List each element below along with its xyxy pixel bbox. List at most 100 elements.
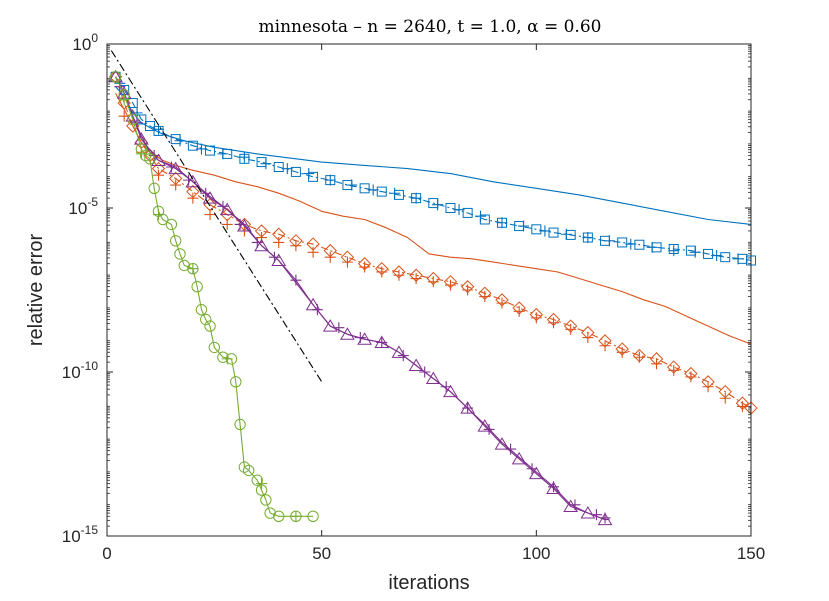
plus-marker [393,269,405,281]
plus-marker [427,276,439,288]
square-marker [187,140,198,151]
triangle-marker [477,419,493,432]
circle-marker [195,303,208,316]
diamond-marker [108,70,123,84]
plus-marker [389,187,401,199]
triangle-marker [168,161,184,175]
circle-marker [230,376,242,388]
y-tick-label: 100 [72,31,98,54]
x-tick-label: 150 [737,544,765,563]
square-marker [205,145,216,156]
plus-marker [268,251,280,263]
x-axis-label: iterations [388,572,469,594]
triangle-marker [494,437,510,450]
plus-marker [517,220,529,232]
plus-marker [307,246,319,258]
series-green-plus [118,94,302,522]
plus-marker [311,304,323,316]
plus-marker [526,463,538,475]
plus-marker [711,250,723,262]
plus-marker [616,346,628,358]
plus-marker [462,402,474,414]
triangle-marker [511,451,527,465]
x-tick-label: 0 [102,544,111,563]
series-green-solid-circle [109,71,319,523]
series-orange-plus [118,110,748,412]
x-tick-label: 50 [312,544,331,563]
plus-marker [668,364,680,376]
plus-marker [290,274,302,286]
triangle-marker [443,384,458,398]
plus-marker [513,305,525,317]
triangle-marker [425,371,441,385]
plus-marker [135,148,147,160]
plus-marker [462,284,474,296]
plus-marker [256,478,268,490]
plus-marker [453,204,465,216]
circle-marker [139,149,152,162]
plus-marker [260,158,272,170]
plus-marker [483,423,495,435]
triangle-marker [546,481,561,494]
square-marker [290,166,301,177]
plus-marker [702,381,714,393]
triangle-marker [580,506,596,519]
square-marker [273,162,284,172]
plus-marker [410,273,422,285]
plus-marker [195,143,207,155]
plus-marker [582,332,594,344]
series-line [115,76,752,262]
series-orange-solid [115,92,752,345]
plus-marker [496,297,508,309]
plus-marker [668,245,680,257]
plus-marker [187,263,199,275]
plus-marker [165,161,177,173]
plus-marker [599,340,611,352]
triangle-marker [237,219,252,232]
plus-marker [153,169,165,181]
square-marker [462,207,473,218]
circle-marker [174,248,186,260]
plus-marker [590,509,602,521]
plus-marker [153,123,165,135]
plus-marker [432,199,444,211]
triangle-marker [322,319,338,332]
circle-marker [191,281,203,293]
plus-marker [359,261,371,273]
triangle-marker [357,332,372,345]
circle-marker [204,320,216,332]
plus-marker [689,246,701,258]
circle-marker [273,510,285,523]
circle-marker [238,461,251,473]
plus-marker [376,336,388,348]
triangle-marker [202,191,218,204]
plus-marker [419,366,431,378]
plus-marker [565,323,577,335]
circle-marker [109,71,122,83]
plus-marker [367,184,379,196]
plus-marker [496,217,508,229]
plus-marker [221,353,233,365]
square-marker [531,224,542,235]
plus-marker [333,322,345,334]
plus-marker [346,179,358,191]
plus-marker [651,358,663,370]
plus-marker [505,443,517,455]
circle-marker [200,313,212,326]
series-blue-plus [114,77,744,265]
plus-marker [530,312,542,324]
plus-marker [118,94,130,106]
square-marker [617,237,628,248]
series-black-reference [110,50,323,383]
square-marker [445,203,456,213]
triangle-marker [254,238,269,252]
circle-marker [165,218,178,231]
series-line [115,92,752,345]
plus-marker [354,332,366,344]
triangle-marker [185,174,201,188]
plus-marker [200,187,212,199]
plus-marker [440,381,452,393]
plus-marker [603,235,615,247]
plus-marker [569,499,581,511]
circle-marker [169,235,182,247]
